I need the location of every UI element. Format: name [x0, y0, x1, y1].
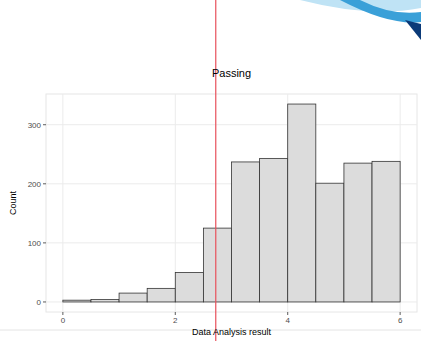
bar: [147, 288, 175, 302]
decoration: [405, 20, 421, 40]
tick: [43, 242, 46, 243]
tick: [43, 183, 46, 184]
bar: [119, 293, 147, 302]
title: Passing: [212, 67, 251, 79]
tick-label: 0: [61, 316, 66, 325]
chart: 0 100 200 300 0 2 4 6 Passing Data Analysis resul…: [0, 0, 421, 341]
bar: [175, 272, 203, 302]
tick: [287, 312, 288, 315]
plot-frame: [46, 94, 417, 312]
bar: [203, 228, 231, 302]
tick: [400, 312, 401, 315]
decoration: [340, 0, 421, 23]
tick: [62, 312, 63, 315]
tick: [175, 312, 176, 315]
bar: [316, 183, 344, 302]
tick: [43, 124, 46, 125]
bar: [288, 104, 316, 302]
y-axis-label: Count: [8, 191, 18, 216]
bar: [260, 158, 288, 302]
tick: [43, 301, 46, 302]
tick-label: 4: [285, 316, 290, 325]
tick-label: 0: [37, 298, 42, 307]
bar: [232, 162, 260, 302]
grid-line: [46, 124, 417, 125]
tick-label: 300: [28, 121, 42, 130]
tick-label: 6: [398, 316, 403, 325]
tick-label: 2: [173, 316, 178, 325]
grid-line: [62, 94, 63, 312]
bar: [63, 300, 91, 302]
x-axis-label: Data Analysis result: [192, 327, 272, 337]
bars: [63, 104, 400, 302]
reference-line: [215, 0, 216, 341]
bar: [91, 300, 119, 302]
bar: [372, 161, 400, 302]
tick-label: 200: [28, 180, 42, 189]
tick-label: 100: [28, 239, 42, 248]
bar: [344, 163, 372, 302]
